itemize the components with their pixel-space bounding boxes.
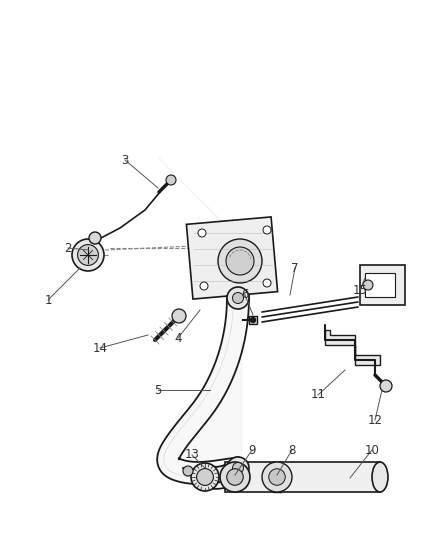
Circle shape: [233, 463, 244, 473]
Text: 2: 2: [64, 241, 72, 254]
Text: 15: 15: [353, 284, 367, 296]
Bar: [225, 462, 380, 492]
Circle shape: [380, 380, 392, 392]
Circle shape: [166, 175, 176, 185]
Bar: [360, 265, 405, 305]
Text: 3: 3: [121, 154, 129, 166]
Circle shape: [269, 469, 285, 485]
Circle shape: [233, 293, 244, 303]
Text: 13: 13: [184, 448, 199, 462]
Circle shape: [227, 457, 249, 479]
Polygon shape: [187, 217, 278, 299]
Circle shape: [197, 469, 213, 486]
Text: 12: 12: [367, 414, 382, 426]
Text: 14: 14: [92, 342, 107, 354]
Text: 5: 5: [154, 384, 162, 397]
Ellipse shape: [372, 462, 388, 492]
Circle shape: [200, 282, 208, 290]
Circle shape: [89, 232, 101, 244]
Circle shape: [72, 239, 104, 271]
Text: 4: 4: [174, 332, 182, 344]
Circle shape: [198, 229, 206, 237]
Circle shape: [191, 463, 219, 491]
Circle shape: [263, 226, 271, 234]
Text: 11: 11: [311, 389, 325, 401]
Text: 9: 9: [248, 443, 256, 456]
Text: 7: 7: [291, 262, 299, 274]
Text: 6: 6: [241, 288, 249, 302]
Circle shape: [78, 245, 99, 265]
Circle shape: [220, 462, 250, 492]
Text: 10: 10: [364, 443, 379, 456]
Circle shape: [227, 469, 243, 485]
Circle shape: [263, 279, 271, 287]
Circle shape: [262, 462, 292, 492]
Circle shape: [183, 466, 193, 476]
Bar: [249, 316, 257, 324]
Polygon shape: [325, 330, 380, 365]
Circle shape: [226, 247, 254, 275]
Bar: [273, 462, 281, 492]
Bar: [365, 273, 395, 297]
Circle shape: [227, 287, 249, 309]
Text: 8: 8: [288, 443, 296, 456]
Circle shape: [251, 318, 255, 322]
Text: 1: 1: [44, 294, 52, 306]
Circle shape: [172, 309, 186, 323]
Circle shape: [363, 280, 373, 290]
Circle shape: [218, 239, 262, 283]
